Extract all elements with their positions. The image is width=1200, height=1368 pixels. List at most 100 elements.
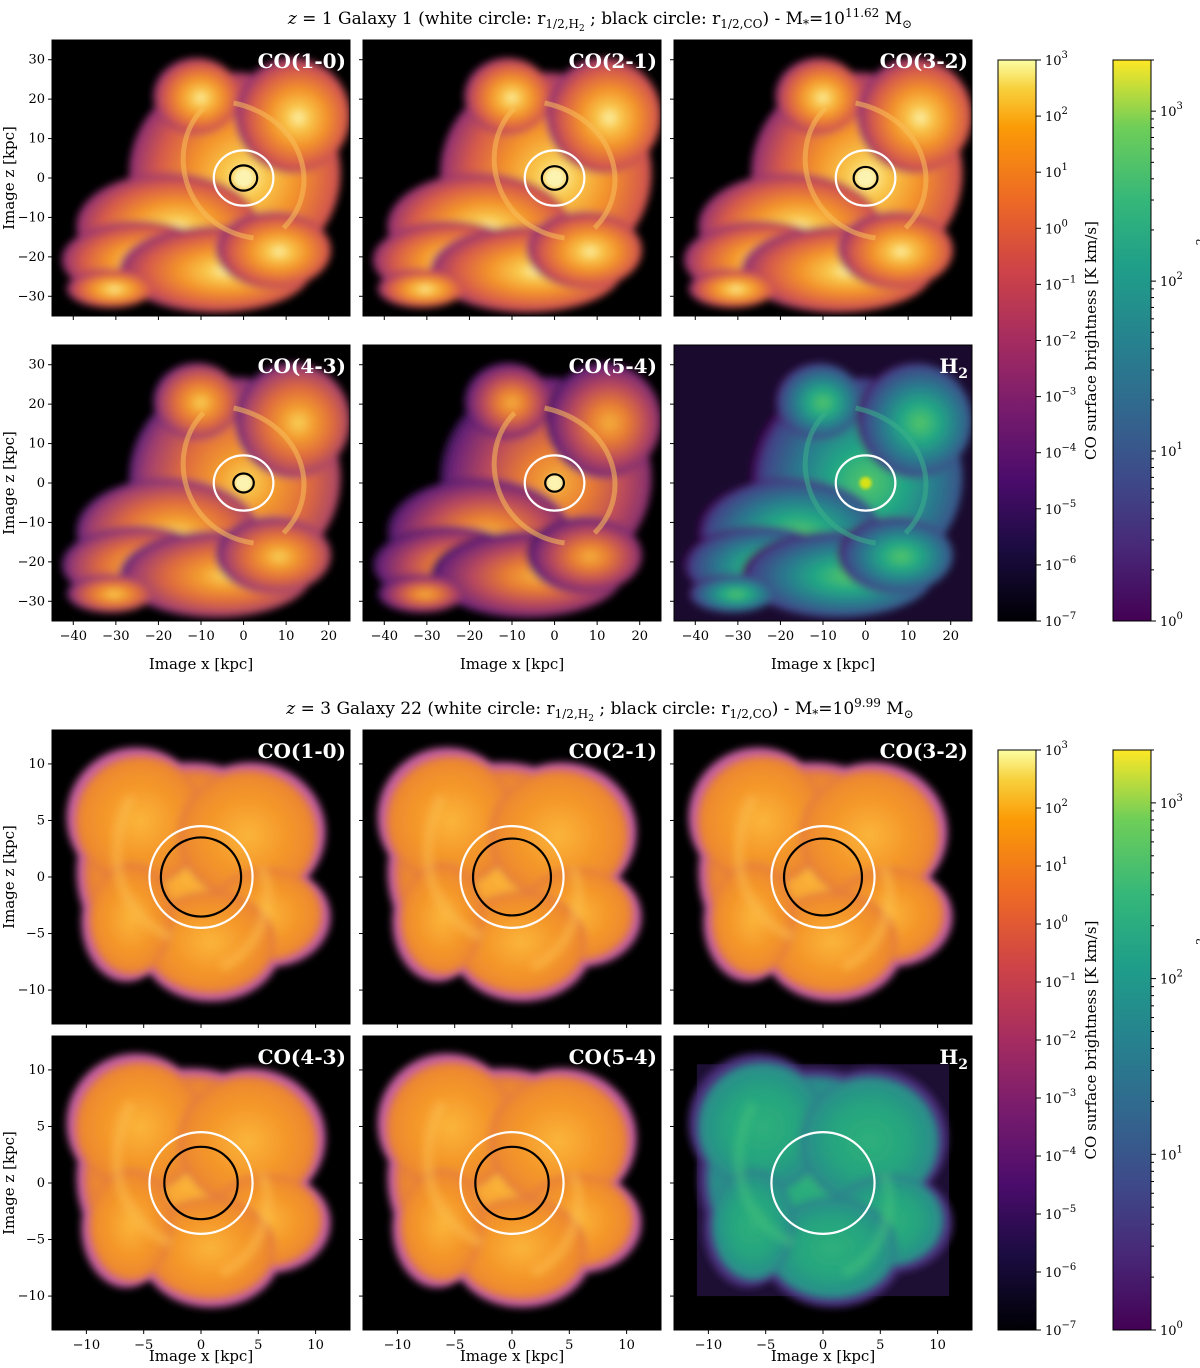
black-circle-r-half-co xyxy=(232,472,255,494)
black-circle-r-half-co xyxy=(163,1145,239,1221)
y-tick-label: 5 xyxy=(37,1119,45,1134)
white-circle-r-half-h2 xyxy=(770,825,876,929)
colorbar-tick-label: 103 xyxy=(1045,50,1068,69)
colorbar-tick-label: 103 xyxy=(1160,101,1183,120)
colorbar-tick-label: 10−6 xyxy=(1045,555,1076,574)
panel-label: CO(3-2) xyxy=(880,49,968,73)
group-title: z = 1 Galaxy 1 (white circle: r1/2,H2 ; … xyxy=(287,6,912,34)
x-tick-label: −40 xyxy=(60,629,87,644)
panel-co43: CO(4-3) −10 −5 0 5 10 −10 −5 0 5 10 xyxy=(18,1035,351,1353)
spiral-arms xyxy=(423,1100,584,1278)
y-axis-label: Image z [kpc] xyxy=(0,431,18,535)
white-circle-r-half-h2 xyxy=(523,454,586,512)
y-axis-label: Image z [kpc] xyxy=(0,126,18,230)
colorbar-tick-label: 101 xyxy=(1045,856,1068,875)
galaxy-core xyxy=(234,169,253,187)
x-tick-label: −40 xyxy=(371,629,398,644)
y-tick-label: −5 xyxy=(26,1233,45,1248)
panel-label: CO(5-4) xyxy=(569,1045,657,1069)
emission-map xyxy=(683,57,972,313)
colorbar-tick-label: 10−5 xyxy=(1045,1204,1076,1223)
black-circle-r-half-co xyxy=(474,1145,550,1221)
panel-co32: CO(3-2) xyxy=(670,39,973,320)
x-tick-label: −30 xyxy=(724,629,751,644)
x-axis-label: Image x [kpc] xyxy=(460,655,564,673)
x-tick-label: 10 xyxy=(929,1338,946,1353)
panel-label: CO(2-1) xyxy=(569,739,657,763)
spiral-arms xyxy=(734,1100,895,1278)
galaxy-core xyxy=(856,169,875,187)
emission-map xyxy=(61,57,350,313)
spiral-arms xyxy=(180,405,307,546)
galaxy-core xyxy=(859,477,872,489)
black-circle-r-half-co xyxy=(852,165,879,191)
colorbar-tick-label: 100 xyxy=(1160,611,1183,630)
x-tick-label: 10 xyxy=(307,1338,324,1353)
y-tick-label: −20 xyxy=(18,250,45,265)
figure-group-2: z = 3 Galaxy 22 (white circle: r1/2,H2 ;… xyxy=(0,696,1200,1365)
y-tick-label: −5 xyxy=(26,927,45,942)
x-tick-label: −10 xyxy=(809,629,836,644)
y-axis-label: Image z [kpc] xyxy=(0,1131,18,1235)
spiral-arms xyxy=(491,405,618,546)
x-axis-label: Image x [kpc] xyxy=(460,1347,564,1365)
spiral-arms xyxy=(423,794,584,972)
panel-label: CO(4-3) xyxy=(258,1045,346,1069)
panel-label: H2 xyxy=(939,354,968,382)
y-tick-label: 30 xyxy=(28,53,45,68)
group-title: z = 3 Galaxy 22 (white circle: r1/2,H2 ;… xyxy=(285,696,914,724)
x-tick-label: 0 xyxy=(239,629,247,644)
x-tick-label: −30 xyxy=(102,629,129,644)
emission-map xyxy=(372,362,661,618)
panel-co43: CO(4-3) −40 −30 −20 −10 0 10 20 −30 −20 −10 0 10 20 30 xyxy=(18,344,351,644)
x-tick-label: 0 xyxy=(819,1338,827,1353)
x-tick-label: 10 xyxy=(278,629,295,644)
emission-map xyxy=(688,747,953,1002)
emission-map xyxy=(61,362,350,618)
spiral-arms xyxy=(802,100,929,241)
colorbar-tick-label: 10−7 xyxy=(1045,1320,1076,1339)
colorbar-tick-label: 10−4 xyxy=(1045,443,1076,462)
colorbar-label: H2 surface density [M⊙pc−2] xyxy=(1194,932,1200,1148)
spiral-arms xyxy=(112,1100,273,1278)
figure-group-1: z = 1 Galaxy 1 (white circle: r1/2,H2 ; … xyxy=(0,6,1200,673)
x-tick-label: 5 xyxy=(876,1338,884,1353)
y-tick-label: 10 xyxy=(28,132,45,147)
colorbar-tick-label: 10−6 xyxy=(1045,1262,1076,1281)
x-tick-label: 0 xyxy=(508,1338,516,1353)
spiral-arms xyxy=(180,100,307,241)
colorbar-h2: 100 101 102 103 H2 surface density [M⊙pc−2] xyxy=(1112,749,1200,1339)
x-tick-label: −30 xyxy=(413,629,440,644)
x-tick-label: −40 xyxy=(682,629,709,644)
x-axis-label: Image x [kpc] xyxy=(149,1347,253,1365)
x-tick-label: 10 xyxy=(900,629,917,644)
white-circle-r-half-h2 xyxy=(834,149,897,207)
x-tick-label: −5 xyxy=(445,1338,464,1353)
colorbar-gradient xyxy=(1112,749,1152,1331)
panel-co21: CO(2-1) xyxy=(359,39,662,320)
x-axis-label: Image x [kpc] xyxy=(149,655,253,673)
white-circle-r-half-h2 xyxy=(459,1131,565,1235)
y-tick-label: −10 xyxy=(18,210,45,225)
panel-co32: CO(3-2) xyxy=(670,729,973,1028)
panel-label: CO(5-4) xyxy=(569,354,657,378)
panel-co54: CO(5-4) −10 −5 0 5 10 xyxy=(359,1035,662,1353)
galaxy-core xyxy=(234,474,253,492)
x-tick-label: 20 xyxy=(320,629,337,644)
y-tick-label: 10 xyxy=(28,437,45,452)
colorbar-tick-label: 101 xyxy=(1160,441,1183,460)
y-tick-label: −10 xyxy=(18,1289,45,1304)
black-circle-r-half-co xyxy=(159,836,243,918)
y-tick-label: 10 xyxy=(28,1063,45,1078)
white-circle-r-half-h2 xyxy=(148,825,254,929)
colorbar-tick-label: 10−2 xyxy=(1045,331,1076,350)
colorbar-gradient xyxy=(1112,59,1152,622)
x-tick-label: 20 xyxy=(942,629,959,644)
x-tick-label: −20 xyxy=(767,629,794,644)
colorbar-gradient xyxy=(997,749,1037,1331)
colorbar-tick-label: 10−3 xyxy=(1045,387,1076,406)
colorbar-tick-label: 100 xyxy=(1045,914,1068,933)
white-circle-r-half-h2 xyxy=(459,825,565,929)
spiral-arms xyxy=(734,794,895,972)
white-circle-r-half-h2 xyxy=(212,454,275,512)
